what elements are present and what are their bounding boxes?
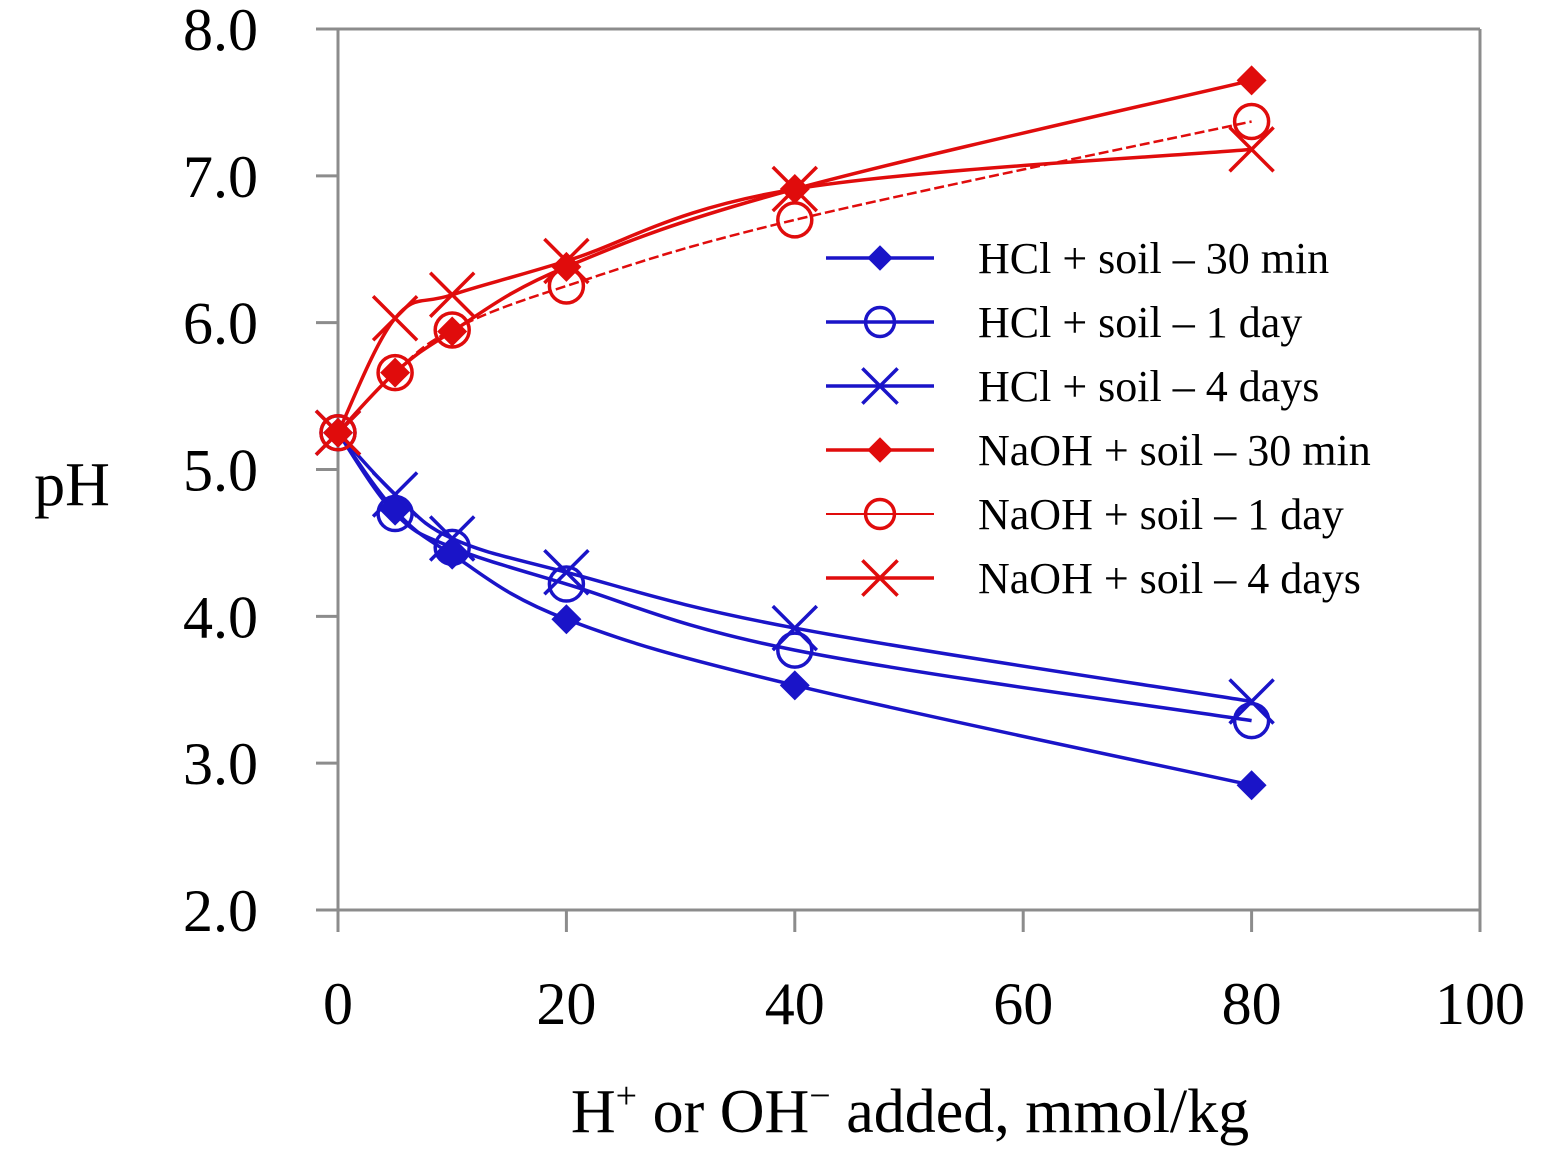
y-tick-label: 5.0 bbox=[183, 438, 258, 504]
x-tick-label: 20 bbox=[536, 971, 596, 1037]
data-point-hcl-soil-1-day bbox=[547, 565, 586, 603]
legend-marker-swatch bbox=[861, 559, 899, 597]
axes: 2.0 3.0 4.0 5.0 6.0 7.0 8.0 0 20 40 60 80 100 bbox=[183, 0, 1525, 1037]
data-point-naoh-soil-4-days bbox=[771, 165, 819, 213]
x-tick-label: 100 bbox=[1435, 971, 1525, 1037]
x-tick-label: 0 bbox=[323, 971, 353, 1037]
x-title-minus-superscript: − bbox=[809, 1075, 830, 1117]
legend: HCl + soil – 30 min HCl + soil – 1 day HCl… bbox=[826, 234, 1371, 603]
legend-marker-swatch bbox=[867, 245, 893, 271]
legend-label: HCl + soil – 30 min bbox=[978, 234, 1329, 283]
legend-label: NaOH + soil – 1 day bbox=[978, 490, 1344, 539]
data-point-naoh-soil-1-day bbox=[547, 267, 586, 305]
data-point-hcl-soil-30-min bbox=[779, 670, 810, 701]
data-point-hcl-soil-4-days bbox=[1228, 678, 1275, 725]
x-title-plus-superscript: + bbox=[616, 1075, 637, 1117]
data-point-naoh-soil-1-day bbox=[376, 353, 414, 392]
legend-item-naoh-soil-1-day: NaOH + soil – 1 day bbox=[826, 490, 1344, 539]
x-tick-label: 40 bbox=[765, 971, 825, 1037]
legend-item-hcl-soil-1-day: HCl + soil – 1 day bbox=[826, 298, 1302, 347]
y-tick-label: 3.0 bbox=[183, 731, 258, 797]
data-point-naoh-soil-1-day bbox=[776, 201, 814, 239]
y-tick-label: 8.0 bbox=[183, 0, 258, 63]
data-point-hcl-soil-4-days bbox=[543, 549, 590, 596]
legend-marker-swatch bbox=[867, 437, 893, 463]
data-point-hcl-soil-4-days bbox=[371, 471, 419, 518]
x-title-suffix: added, mmol/kg bbox=[831, 1078, 1249, 1146]
x-title-mid: or OH bbox=[637, 1078, 809, 1146]
legend-item-naoh-soil-30-min: NaOH + soil – 30 min bbox=[826, 426, 1371, 475]
y-tick-label: 2.0 bbox=[183, 878, 258, 944]
data-point-naoh-soil-1-day bbox=[319, 414, 357, 452]
legend-item-hcl-soil-4-days: HCl + soil – 4 days bbox=[826, 362, 1319, 411]
legend-label: NaOH + soil – 30 min bbox=[978, 426, 1371, 475]
legend-marker-swatch bbox=[863, 305, 897, 339]
legend-marker-swatch bbox=[863, 497, 897, 531]
data-point-naoh-soil-1-day bbox=[433, 311, 471, 349]
legend-item-hcl-soil-30-min: HCl + soil – 30 min bbox=[826, 234, 1329, 283]
x-axis-title: H+ or OH− added, mmol/kg bbox=[571, 1075, 1249, 1146]
y-tick-label: 7.0 bbox=[183, 144, 258, 210]
data-point-naoh-soil-30-min bbox=[1236, 65, 1267, 96]
data-point-hcl-soil-1-day bbox=[433, 528, 471, 567]
data-point-naoh-soil-4-days bbox=[543, 237, 590, 285]
data-point-hcl-soil-4-days bbox=[771, 604, 819, 652]
y-axis-title: pH bbox=[34, 451, 110, 519]
legend-label: NaOH + soil – 4 days bbox=[978, 554, 1361, 603]
legend-item-naoh-soil-4-days: NaOH + soil – 4 days bbox=[826, 554, 1361, 603]
data-point-hcl-soil-30-min bbox=[1236, 770, 1267, 801]
y-tick-label: 6.0 bbox=[183, 291, 258, 357]
legend-marker-swatch bbox=[861, 367, 899, 405]
legend-label: HCl + soil – 1 day bbox=[978, 298, 1302, 347]
x-tick-label: 80 bbox=[1222, 971, 1282, 1037]
series-markers bbox=[314, 65, 1275, 801]
data-point-naoh-soil-30-min bbox=[437, 316, 468, 347]
data-point-hcl-soil-4-days bbox=[428, 515, 476, 562]
data-point-naoh-soil-4-days bbox=[371, 295, 419, 342]
legend-label: HCl + soil – 4 days bbox=[978, 362, 1319, 411]
data-point-naoh-soil-4-days bbox=[314, 409, 362, 457]
data-point-hcl-soil-30-min bbox=[551, 604, 582, 635]
data-point-hcl-soil-1-day bbox=[776, 631, 814, 669]
data-point-naoh-soil-4-days bbox=[428, 271, 476, 319]
data-point-naoh-soil-1-day bbox=[1232, 102, 1271, 141]
data-point-naoh-soil-30-min bbox=[551, 251, 582, 282]
series-line-hcl-soil-30-min bbox=[336, 431, 1252, 787]
data-point-naoh-soil-4-days bbox=[1228, 126, 1275, 173]
x-title-h: H bbox=[571, 1078, 616, 1146]
y-tick-label: 4.0 bbox=[183, 584, 258, 650]
data-point-naoh-soil-30-min bbox=[380, 357, 411, 388]
x-tick-label: 60 bbox=[993, 971, 1053, 1037]
